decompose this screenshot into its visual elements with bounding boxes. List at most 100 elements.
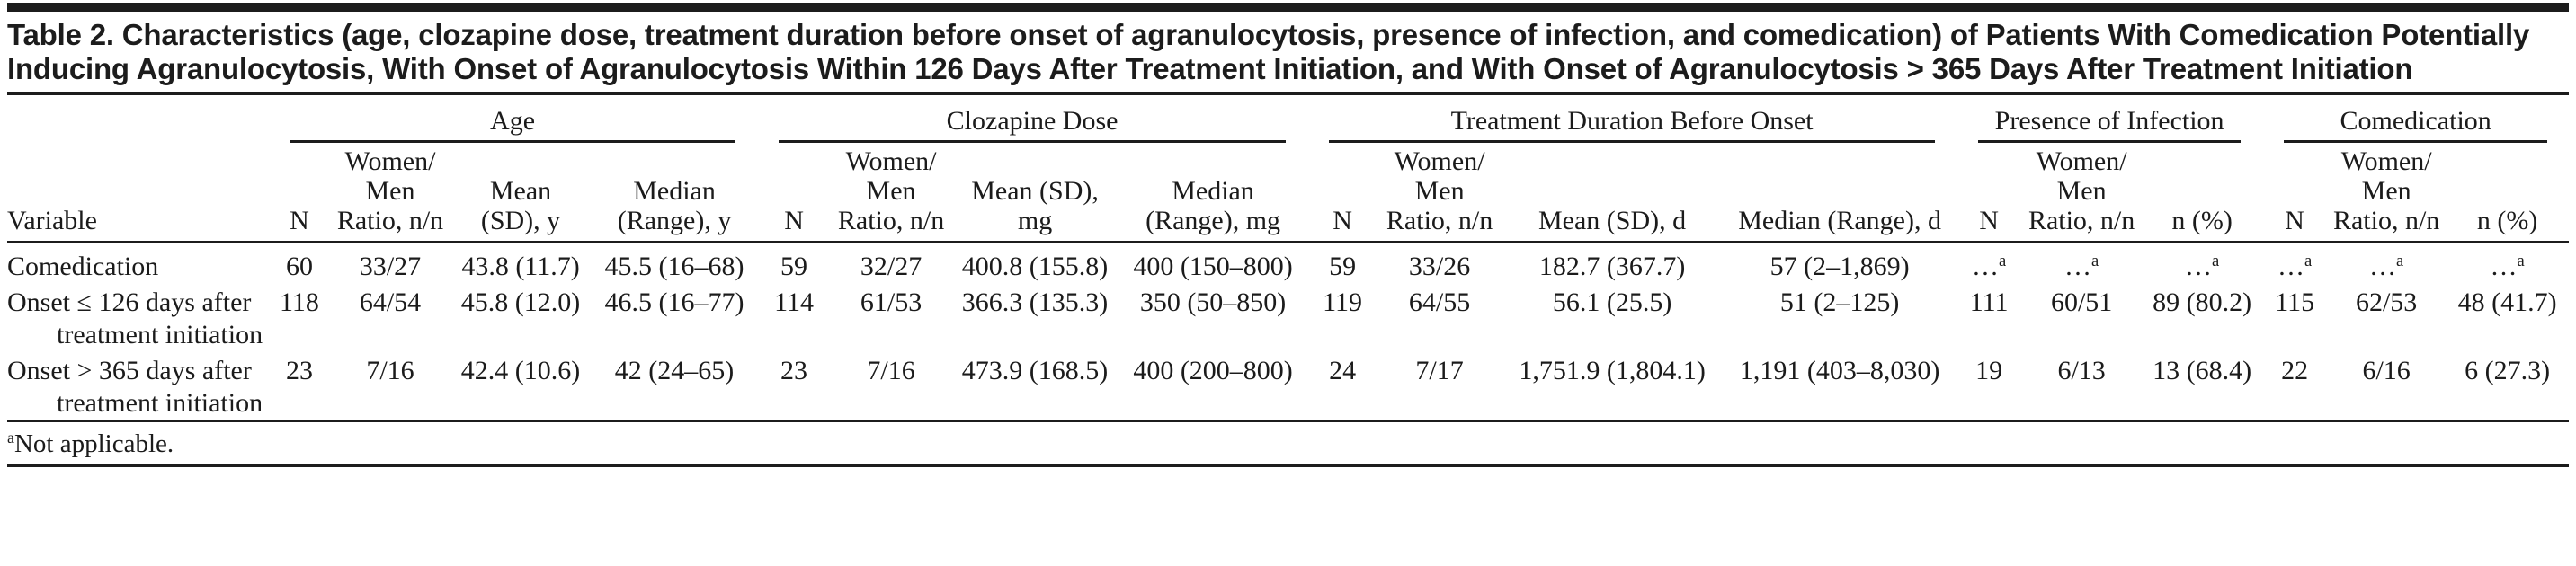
data-cell: 7/16 (366, 356, 414, 385)
data-cell: 119 (1323, 287, 1363, 317)
column-header-row: Variable N Women/ Men Ratio, n/n Mean (S… (7, 143, 2570, 243)
group-header-clozapine-dose-label: Clozapine Dose (779, 106, 1287, 143)
column-header-duration-ratio: Women/ Men Ratio, n/n (1377, 143, 1502, 243)
data-cell: 473.9 (168.5) (961, 356, 1109, 385)
data-cell: 7/17 (1415, 356, 1464, 385)
group-header-treatment-duration: Treatment Duration Before Onset (1307, 95, 1957, 143)
column-header-dose-n: N (757, 143, 832, 243)
table-row: Onset > 365 days after treatment initiat… (7, 351, 2569, 420)
column-header-age-mean: Mean (SD), y (450, 143, 592, 243)
data-cell: 33/27 (359, 252, 422, 281)
data-cell: 42.4 (10.6) (460, 356, 581, 385)
data-cell: 366.3 (135.3) (961, 287, 1109, 317)
data-cell: 62/53 (2355, 287, 2418, 317)
footnote-marker: a (2517, 251, 2525, 270)
data-cell: …a (2369, 251, 2404, 281)
title-divider-rule (7, 92, 2569, 95)
data-cell: 115 (2275, 287, 2315, 317)
data-cell: 64/55 (1408, 287, 1471, 317)
group-header-clozapine-dose: Clozapine Dose (757, 95, 1307, 143)
group-header-comedication-label: Comedication (2284, 106, 2548, 143)
data-cell: 45.8 (12.0) (460, 287, 581, 317)
group-header-comedication: Comedication (2262, 95, 2569, 143)
table-footnote: aNot applicable. (7, 429, 2569, 459)
data-cell: 32/27 (860, 252, 923, 281)
group-header-treatment-duration-label: Treatment Duration Before Onset (1329, 106, 1936, 143)
table-body: Comedication 60 33/27 43.8 (11.7) 45.5 (16–6… (7, 243, 2569, 420)
column-header-duration-median: Median (Range), d (1723, 143, 1957, 243)
column-header-variable: Variable (7, 143, 268, 243)
data-cell: 42 (24–65) (614, 356, 735, 385)
data-cell: 118 (280, 287, 319, 317)
data-cell: 7/16 (867, 356, 915, 385)
data-cell: 51 (2–125) (1779, 287, 1900, 317)
column-header-age-n: N (268, 143, 331, 243)
group-header-age-label: Age (290, 106, 736, 143)
column-header-infection-ratio: Women/ Men Ratio, n/n (2021, 143, 2143, 243)
data-cell: 6/16 (2362, 356, 2411, 385)
data-cell: 19 (1975, 356, 2003, 385)
data-cell: 64/54 (359, 287, 422, 317)
data-cell: …a (2063, 251, 2099, 281)
data-cell: 23 (286, 356, 313, 385)
stub-spacer (7, 95, 268, 143)
data-cell: 60 (286, 252, 313, 281)
footnote-marker: a (2211, 251, 2220, 270)
data-cell: 45.5 (16–68) (604, 252, 744, 281)
data-cell: …a (2277, 251, 2313, 281)
footnote-text: Not applicable. (13, 429, 174, 458)
data-cell: 1,751.9 (1,804.1) (1519, 356, 1706, 385)
footnote-marker: a (7, 429, 14, 447)
data-cell: 24 (1329, 356, 1357, 385)
table-figure: Table 2. Characteristics (age, clozapine… (0, 3, 2576, 467)
body-divider-rule (7, 420, 2569, 422)
data-cell: 61/53 (860, 287, 923, 317)
column-header-comedication-pct: n (%) (2446, 143, 2570, 243)
top-bar-rule (7, 3, 2569, 12)
data-cell: 114 (774, 287, 814, 317)
data-cell: 59 (780, 252, 808, 281)
table-row: Onset ≤ 126 days after treatment initiat… (7, 283, 2569, 351)
data-cell: …a (1971, 251, 2007, 281)
column-header-age-ratio: Women/ Men Ratio, n/n (331, 143, 450, 243)
column-header-dose-median: Median (Range), mg (1119, 143, 1308, 243)
data-cell: 57 (2–1,869) (1769, 252, 1910, 281)
data-cell: …a (2184, 251, 2220, 281)
footnote-marker: a (2304, 251, 2313, 270)
row-label: Comedication (7, 252, 159, 281)
data-cell: 59 (1329, 252, 1357, 281)
data-cell: 111 (1969, 287, 2009, 317)
bottom-rule (7, 464, 2569, 467)
column-header-age-median: Median (Range), y (592, 143, 758, 243)
data-cell: 6/13 (2057, 356, 2106, 385)
group-header-row: Age Clozapine Dose Treatment Duration Be… (7, 95, 2569, 143)
data-cell: 23 (780, 356, 808, 385)
data-cell: 400.8 (155.8) (961, 252, 1109, 281)
characteristics-table: Age Clozapine Dose Treatment Duration Be… (7, 95, 2570, 420)
column-header-comedication-ratio: Women/ Men Ratio, n/n (2327, 143, 2447, 243)
data-cell: 46.5 (16–77) (604, 287, 744, 317)
data-cell: 182.7 (367.7) (1538, 252, 1686, 281)
row-label: Onset ≤ 126 days after treatment initiat… (7, 287, 263, 349)
footnote-marker: a (2090, 251, 2099, 270)
data-cell: 400 (150–800) (1133, 252, 1293, 281)
data-cell: …a (2490, 251, 2525, 281)
column-header-duration-mean: Mean (SD), d (1502, 143, 1724, 243)
data-cell: 33/26 (1408, 252, 1471, 281)
footnote-marker: a (1998, 251, 2007, 270)
data-cell: 60/51 (2050, 287, 2113, 317)
data-cell: 56.1 (25.5) (1552, 287, 1672, 317)
data-cell: 22 (2281, 356, 2309, 385)
footnote-marker: a (2396, 251, 2404, 270)
data-cell: 350 (50–850) (1139, 287, 1287, 317)
column-header-dose-mean: Mean (SD), mg (951, 143, 1119, 243)
table-title: Table 2. Characteristics (age, clozapine… (7, 18, 2530, 85)
group-header-presence-of-infection: Presence of Infection (1957, 95, 2262, 143)
data-cell: 6 (27.3) (2465, 356, 2551, 385)
group-header-presence-of-infection-label: Presence of Infection (1978, 106, 2242, 143)
row-label: Onset > 365 days after treatment initiat… (7, 356, 263, 418)
data-cell: 1,191 (403–8,030) (1739, 356, 1940, 385)
table-row: Comedication 60 33/27 43.8 (11.7) 45.5 (16–6… (7, 243, 2569, 284)
group-header-age: Age (268, 95, 757, 143)
data-cell: 400 (200–800) (1133, 356, 1293, 385)
